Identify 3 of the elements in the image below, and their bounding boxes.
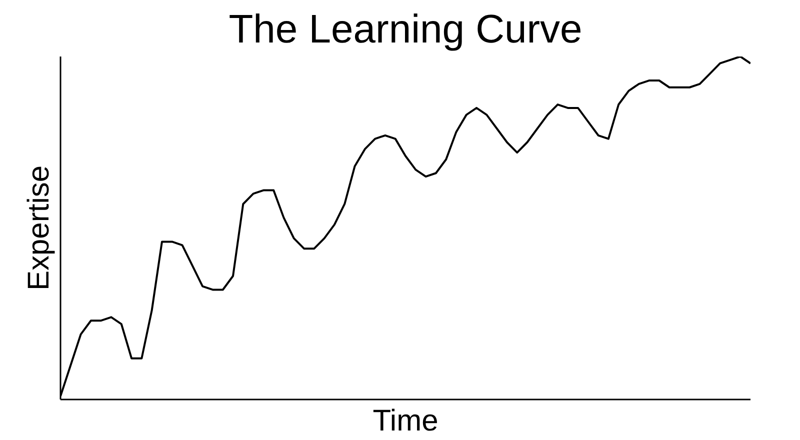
y-axis-title: Expertise xyxy=(22,165,56,291)
chart-title: The Learning Curve xyxy=(228,8,582,52)
x-axis-title: Time xyxy=(372,404,438,438)
